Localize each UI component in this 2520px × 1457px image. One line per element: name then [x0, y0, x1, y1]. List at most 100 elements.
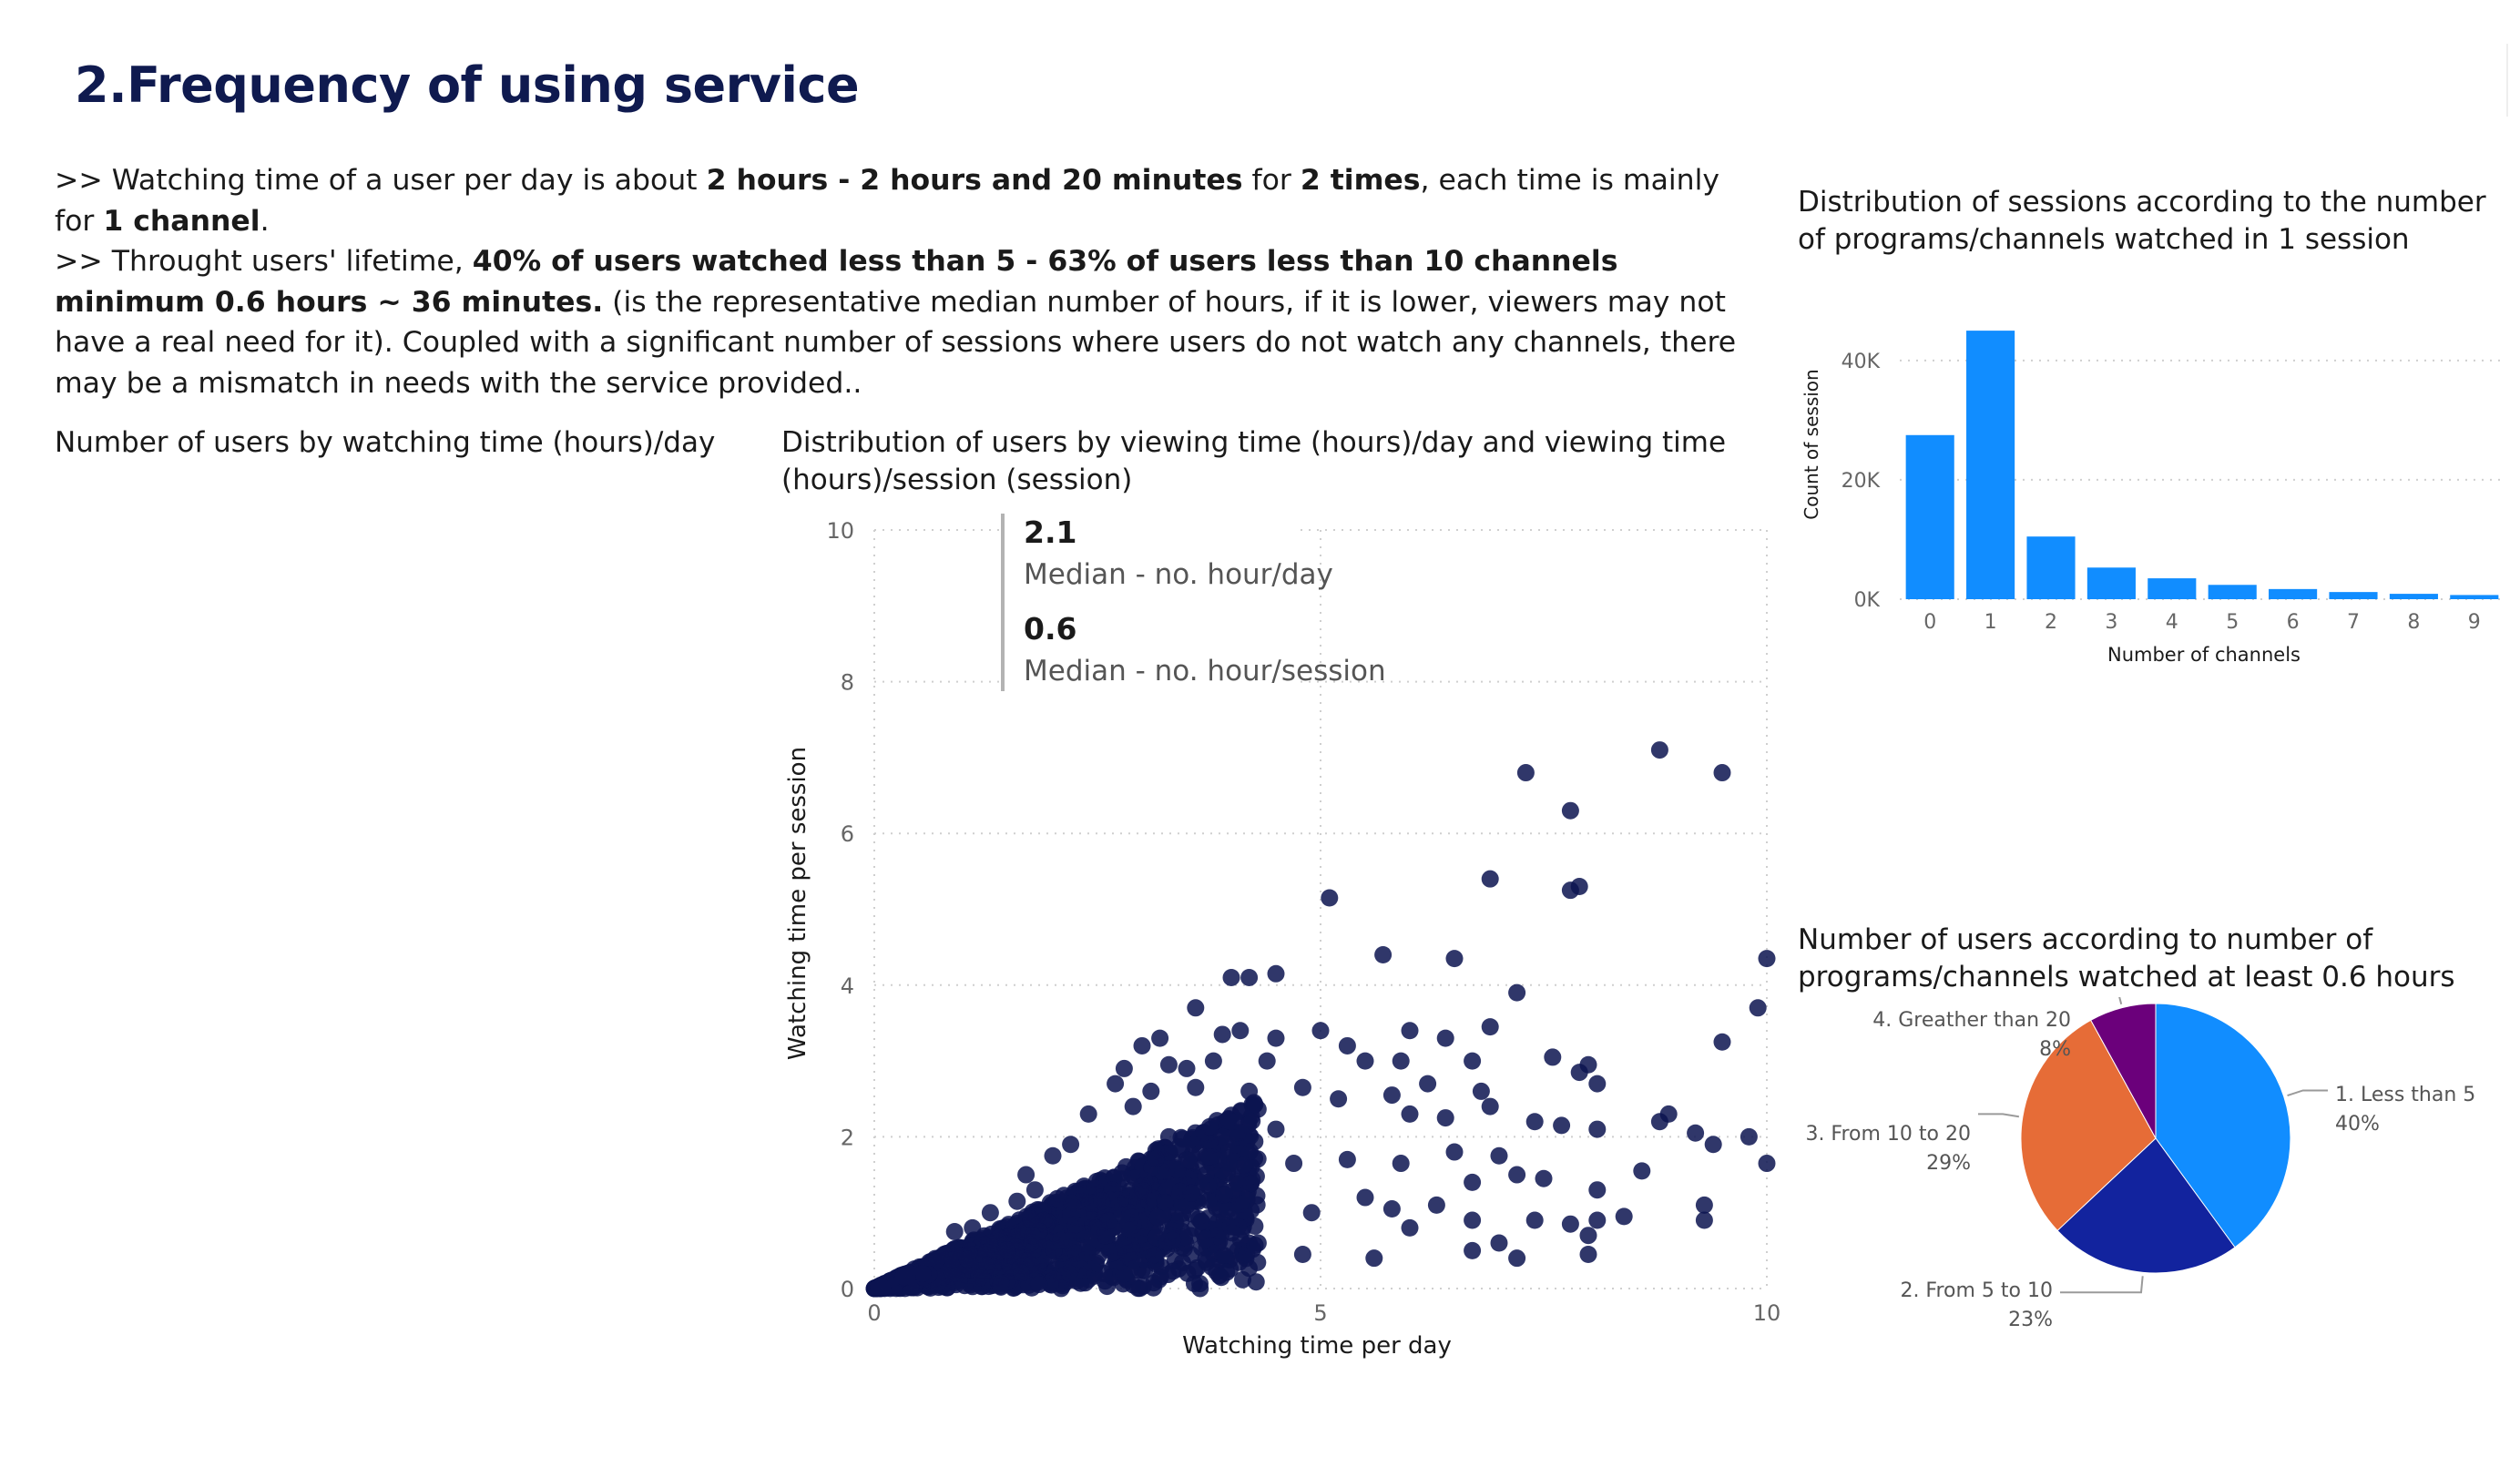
- scatter-point[interactable]: [1464, 1052, 1482, 1070]
- scatter-point[interactable]: [1235, 1156, 1253, 1175]
- scatter-point[interactable]: [1579, 1227, 1597, 1245]
- scatter-point[interactable]: [1249, 1234, 1267, 1252]
- scatter-point[interactable]: [873, 1279, 892, 1297]
- bar-8[interactable]: [2389, 594, 2438, 599]
- scatter-point[interactable]: [1187, 999, 1205, 1017]
- scatter-point[interactable]: [1199, 1147, 1218, 1166]
- scatter-point[interactable]: [1145, 1279, 1163, 1297]
- scatter-point[interactable]: [1535, 1169, 1553, 1187]
- scatter-point[interactable]: [964, 1218, 982, 1237]
- scatter-point[interactable]: [1481, 870, 1499, 888]
- scatter-point[interactable]: [1544, 1048, 1562, 1066]
- scatter-point[interactable]: [1199, 1191, 1218, 1209]
- scatter-point[interactable]: [1311, 1022, 1330, 1040]
- scatter-point[interactable]: [1133, 1036, 1151, 1055]
- scatter-point[interactable]: [1062, 1136, 1080, 1154]
- scatter-point[interactable]: [1247, 1167, 1265, 1186]
- scatter-point[interactable]: [1158, 1233, 1176, 1251]
- scatter-point[interactable]: [1516, 764, 1535, 782]
- scatter-point[interactable]: [1749, 999, 1767, 1017]
- scatter-point[interactable]: [945, 1223, 964, 1241]
- scatter-point[interactable]: [1695, 1196, 1713, 1214]
- scatter-point[interactable]: [1052, 1231, 1070, 1249]
- bar-3[interactable]: [2086, 567, 2136, 599]
- scatter-point[interactable]: [1588, 1181, 1607, 1199]
- scatter-point[interactable]: [1182, 1205, 1200, 1223]
- scatter-point[interactable]: [1392, 1155, 1410, 1173]
- pie-slices[interactable]: [2020, 1003, 2291, 1274]
- scatter-point[interactable]: [1221, 1218, 1240, 1236]
- scatter-point[interactable]: [1200, 1117, 1219, 1136]
- scatter-point[interactable]: [1356, 1052, 1374, 1070]
- bar-6[interactable]: [2269, 588, 2318, 599]
- scatter-point[interactable]: [1713, 764, 1731, 782]
- scatter-point[interactable]: [1338, 1150, 1356, 1168]
- scatter-point[interactable]: [1382, 1200, 1401, 1218]
- scatter-point[interactable]: [1508, 983, 1526, 1002]
- scatter-point[interactable]: [1293, 1078, 1311, 1096]
- scatter-point[interactable]: [1659, 1105, 1678, 1123]
- scatter-point[interactable]: [1374, 945, 1393, 963]
- scatter-point[interactable]: [1222, 968, 1240, 986]
- scatter-point[interactable]: [1157, 1194, 1175, 1212]
- pie-slice-4[interactable]: [2090, 1003, 2157, 1139]
- scatter-point[interactable]: [1481, 1097, 1499, 1116]
- scatter-point[interactable]: [958, 1250, 976, 1269]
- scatter-chart[interactable]: 0 2 4 6 8 10 0 5 10 2.1 Median - no. hour/day 0.…: [765, 492, 1794, 1375]
- pie-chart[interactable]: 1. Less than 5 40% 2. From 5 to 10 23% 3. Fr…: [1798, 997, 2517, 1361]
- scatter-point[interactable]: [1115, 1059, 1133, 1077]
- bar-1[interactable]: [1966, 331, 2015, 599]
- scatter-point[interactable]: [1215, 1247, 1233, 1265]
- scatter-point[interactable]: [1121, 1204, 1139, 1222]
- bar-4[interactable]: [2148, 578, 2197, 599]
- scatter-point[interactable]: [1267, 1029, 1285, 1047]
- scatter-point[interactable]: [1490, 1146, 1508, 1165]
- scatter-point[interactable]: [1142, 1082, 1160, 1100]
- scatter-point[interactable]: [1713, 1033, 1731, 1051]
- scatter-point[interactable]: [1062, 1207, 1080, 1225]
- scatter-point[interactable]: [1030, 1276, 1048, 1294]
- scatter-point[interactable]: [1401, 1105, 1419, 1123]
- scatter-point[interactable]: [1258, 1052, 1276, 1070]
- scatter-point[interactable]: [1159, 1127, 1178, 1146]
- scatter-point[interactable]: [1147, 1150, 1165, 1168]
- scatter-point[interactable]: [1151, 1029, 1169, 1047]
- scatter-point[interactable]: [1145, 1246, 1163, 1264]
- scatter-points[interactable]: [865, 741, 1776, 1298]
- scatter-point[interactable]: [1464, 1173, 1482, 1191]
- bar-7[interactable]: [2329, 592, 2378, 599]
- bar-0[interactable]: [1905, 434, 1954, 599]
- scatter-point[interactable]: [1190, 1129, 1209, 1147]
- scatter-point[interactable]: [1196, 1230, 1214, 1248]
- bar-chart[interactable]: 0K 20K 40K 0 1 2 3 4 5 6 7 8 9 Number of channels Co…: [1798, 301, 2517, 674]
- scatter-point[interactable]: [1215, 1186, 1233, 1204]
- scatter-point[interactable]: [1044, 1146, 1062, 1165]
- scatter-point[interactable]: [1561, 801, 1579, 820]
- scatter-point[interactable]: [1179, 1151, 1198, 1169]
- scatter-point[interactable]: [1159, 1266, 1178, 1284]
- scatter-point[interactable]: [1382, 1086, 1401, 1105]
- scatter-point[interactable]: [1553, 1116, 1571, 1135]
- pie-slice-2[interactable]: [2056, 1137, 2236, 1274]
- scatter-point[interactable]: [1107, 1075, 1125, 1093]
- pie-slice-1[interactable]: [2155, 1003, 2291, 1248]
- scatter-point[interactable]: [1204, 1052, 1222, 1070]
- scatter-point[interactable]: [1419, 1075, 1437, 1093]
- scatter-point[interactable]: [1490, 1234, 1508, 1252]
- scatter-point[interactable]: [1017, 1166, 1036, 1184]
- scatter-point[interactable]: [981, 1204, 999, 1222]
- scatter-point[interactable]: [1285, 1155, 1303, 1173]
- scatter-point[interactable]: [1758, 1155, 1776, 1173]
- scatter-point[interactable]: [1240, 1082, 1259, 1100]
- scatter-point[interactable]: [1115, 1265, 1133, 1283]
- bar-series[interactable]: [1905, 331, 2499, 599]
- scatter-point[interactable]: [1197, 1166, 1215, 1184]
- scatter-point[interactable]: [1687, 1124, 1705, 1142]
- scatter-point[interactable]: [1525, 1113, 1544, 1131]
- scatter-point[interactable]: [1365, 1249, 1383, 1268]
- scatter-point[interactable]: [1182, 1184, 1200, 1202]
- scatter-point[interactable]: [1758, 950, 1776, 968]
- scatter-point[interactable]: [1267, 1120, 1285, 1138]
- scatter-point[interactable]: [1231, 1195, 1250, 1213]
- scatter-point[interactable]: [1247, 1273, 1265, 1291]
